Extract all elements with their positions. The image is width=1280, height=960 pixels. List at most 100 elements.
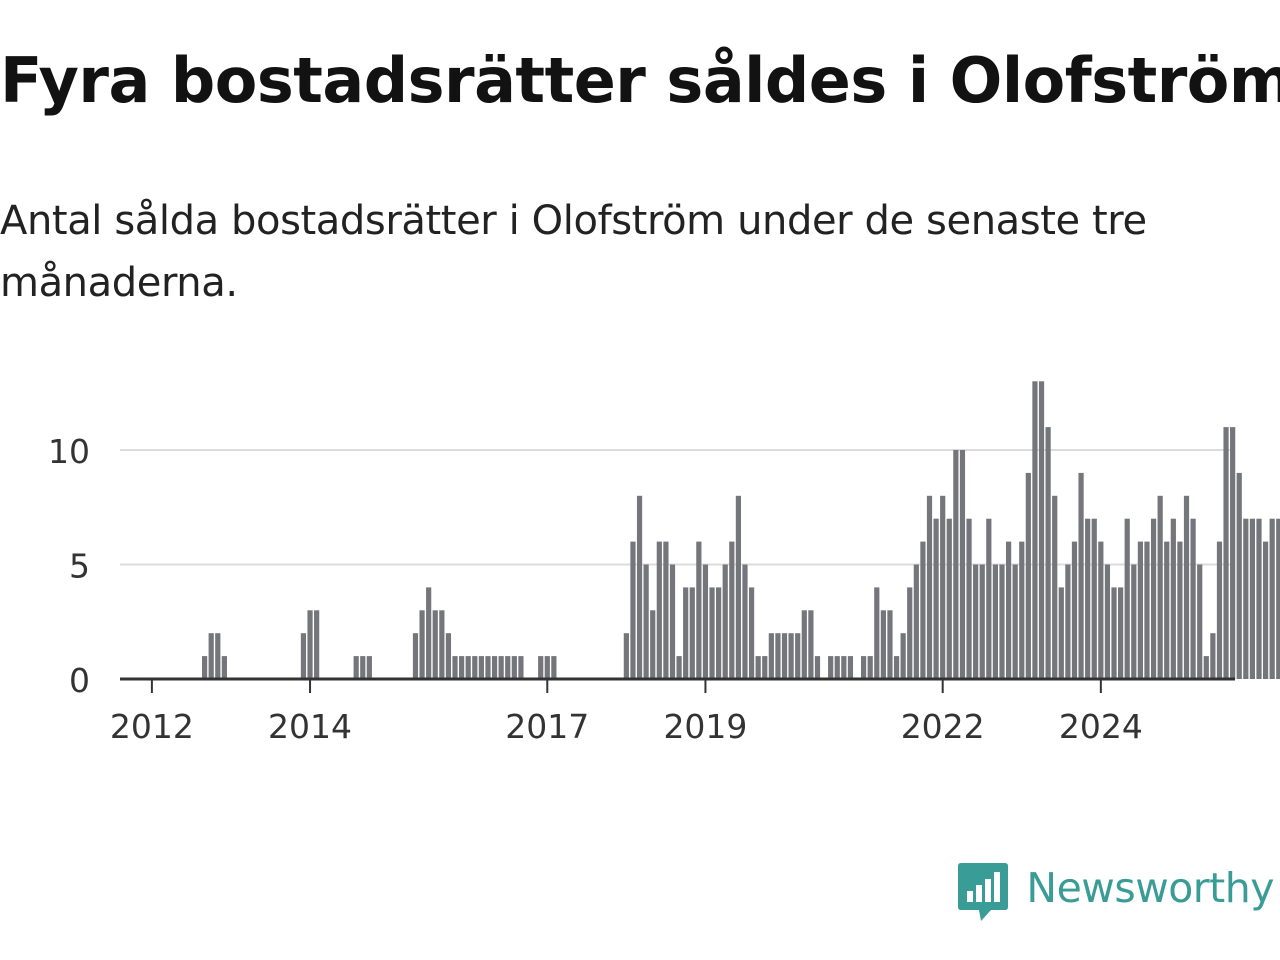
bar [781, 633, 788, 679]
bar [1045, 427, 1051, 679]
bar [808, 610, 814, 679]
bar [722, 564, 728, 679]
bar [630, 541, 636, 679]
bar [861, 656, 867, 679]
bar [656, 541, 662, 679]
bar [208, 633, 214, 679]
bar [1170, 518, 1176, 679]
bar [314, 610, 320, 679]
bar [491, 656, 498, 679]
bar [669, 564, 676, 679]
bar [1025, 472, 1031, 679]
bar [1118, 587, 1124, 679]
bar [1216, 541, 1223, 679]
bar [907, 587, 913, 679]
y-tick-label: 5 [69, 547, 90, 586]
bar [1137, 541, 1143, 679]
bar [1203, 656, 1209, 679]
bar [1243, 518, 1249, 679]
bar [1052, 495, 1058, 679]
bar [505, 656, 511, 679]
bar [643, 564, 649, 679]
bar [735, 495, 741, 679]
bar [202, 656, 208, 679]
bar [979, 564, 985, 679]
bar [676, 656, 682, 679]
bar [742, 564, 748, 679]
bar [1157, 495, 1163, 679]
bar [1236, 472, 1242, 679]
bar [1058, 587, 1064, 679]
bar [307, 610, 313, 679]
x-axis-ticks: 2012 2014 2017 2019 2022 2024 [110, 679, 1143, 746]
x-tick-label: 2014 [268, 707, 352, 746]
bar [716, 587, 722, 679]
bar [788, 633, 794, 679]
bar [913, 564, 919, 679]
bar [1256, 518, 1262, 679]
bar [1111, 587, 1117, 679]
bar [1098, 541, 1104, 679]
bar [1150, 518, 1157, 679]
bar [432, 610, 438, 679]
bar [1071, 541, 1078, 679]
bar [1019, 541, 1025, 679]
bar [1190, 518, 1196, 679]
gridlines [120, 449, 1235, 566]
bar [459, 656, 465, 679]
bar [795, 633, 801, 679]
bar [636, 495, 643, 679]
bar [900, 633, 906, 679]
bar [1262, 541, 1269, 679]
bar [709, 587, 715, 679]
bar [366, 656, 372, 679]
brand-name: Newsworthy [1026, 864, 1274, 912]
bar [544, 656, 550, 679]
bar [841, 656, 847, 679]
bar [702, 564, 709, 679]
bar [221, 656, 227, 679]
bar [847, 656, 854, 679]
bar [940, 495, 946, 679]
bar [300, 633, 307, 679]
y-axis-ticks: 0 5 10 [48, 432, 90, 700]
bar [814, 656, 821, 679]
bar [498, 656, 504, 679]
bar [445, 633, 452, 679]
bar [729, 541, 735, 679]
bar [538, 656, 544, 679]
bar [1197, 564, 1203, 679]
bar [472, 656, 478, 679]
bar [419, 610, 425, 679]
x-tick-label: 2024 [1059, 707, 1143, 746]
bar [775, 633, 781, 679]
bar [412, 633, 419, 679]
bar [1223, 427, 1229, 679]
bar [880, 610, 886, 679]
bar [696, 541, 702, 679]
bar [215, 633, 221, 679]
bar [452, 656, 458, 679]
bars [202, 381, 1280, 679]
bar [1032, 381, 1038, 679]
y-tick-label: 0 [69, 661, 90, 700]
bar [663, 541, 669, 679]
bar [1210, 633, 1216, 679]
bar [426, 587, 432, 679]
bar [959, 450, 966, 679]
bar [933, 518, 939, 679]
chart-subtitle: Antal sålda bostadsrätter i Olofström un… [0, 198, 1147, 306]
bar [1038, 381, 1045, 679]
bar [801, 610, 807, 679]
bar [920, 541, 926, 679]
bar [999, 564, 1005, 679]
bar [926, 495, 933, 679]
bar [973, 564, 979, 679]
newsworthy-logo-icon [958, 863, 1009, 921]
bar [360, 656, 366, 679]
bar [1005, 541, 1012, 679]
chart-title: Fyra bostadsrätter såldes i Olofström [0, 44, 1280, 117]
bar [511, 656, 517, 679]
bar [1269, 518, 1275, 679]
bar [828, 656, 834, 679]
